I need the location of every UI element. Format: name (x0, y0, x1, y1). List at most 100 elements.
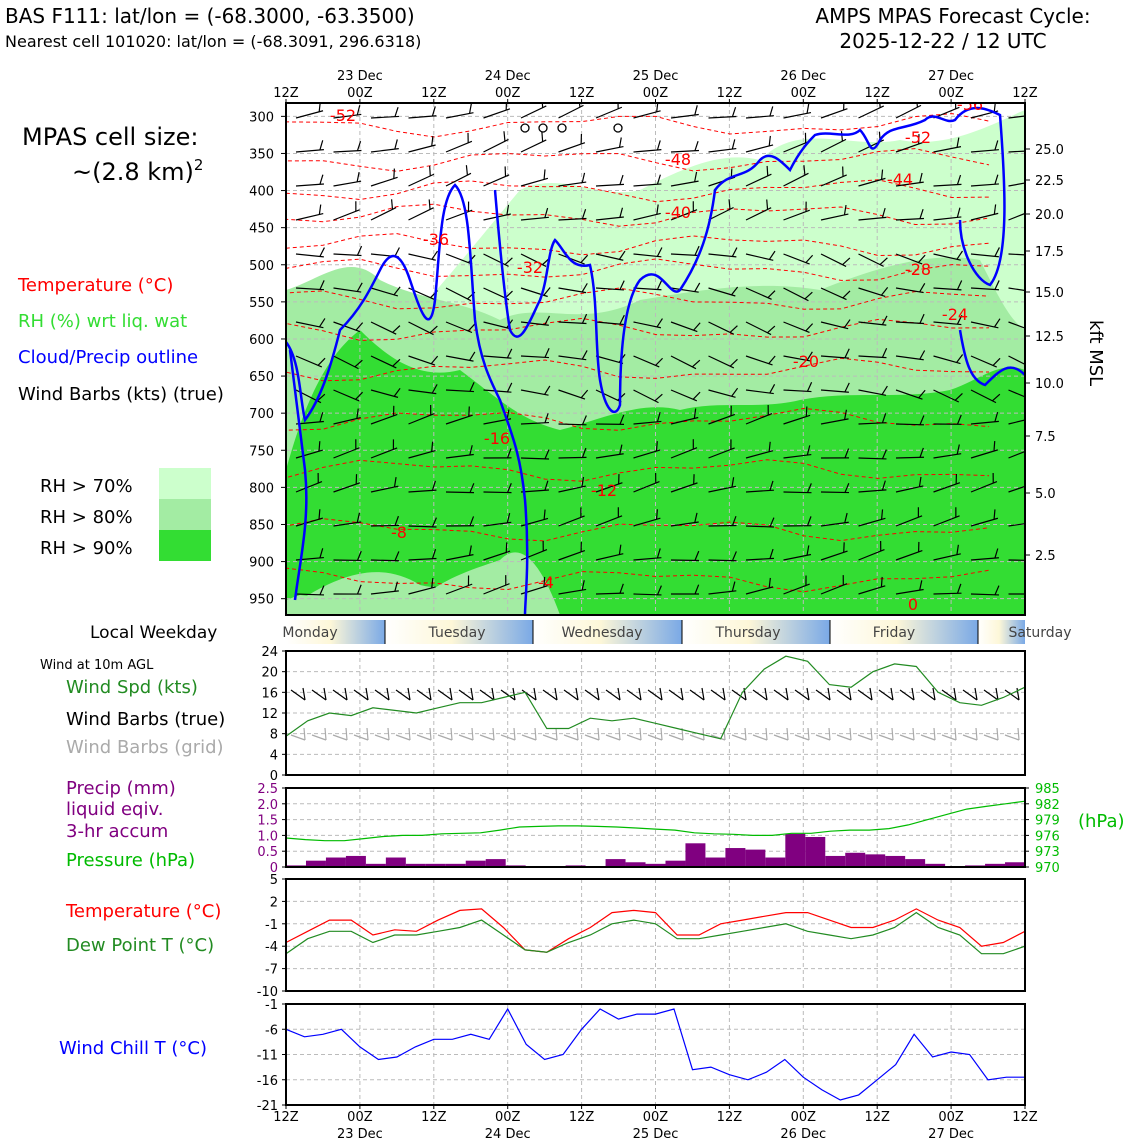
wind-barb (970, 480, 998, 493)
wind-barb (708, 413, 736, 425)
wind-barb-true-flag (701, 687, 705, 701)
wind-barb-true (773, 689, 789, 701)
wind-barb (783, 491, 812, 494)
wind-barb (295, 517, 324, 527)
wind-barb-flag (356, 105, 361, 116)
date-top-label: 23 Dec (337, 69, 383, 84)
wind-barb-flag (581, 350, 588, 360)
wind-barb (783, 287, 809, 302)
y-tick-label: 2 (270, 895, 278, 910)
wind-barb (895, 142, 923, 153)
weekday-cell (286, 620, 385, 644)
wind-barb (970, 183, 999, 187)
wind-barb-flag (768, 441, 771, 452)
wind-barb (558, 287, 587, 294)
wind-barb-flag (694, 245, 700, 256)
wind-barb-flag (318, 509, 321, 520)
temperature-contour-6 (286, 287, 990, 310)
wind-barb-flag (580, 389, 589, 399)
wind-barb-flag (317, 393, 326, 402)
wind-barb (970, 149, 999, 153)
pressure-tick-label: 750 (249, 444, 274, 459)
date-top-label: 26 Dec (780, 69, 826, 84)
legend-wind10m: Wind at 10m AGL (40, 658, 154, 673)
time-tick-bottom-label: 12Z (421, 1110, 447, 1125)
wind-barb-grid (668, 734, 684, 741)
kft-tick-label: 15.0 (1035, 286, 1064, 301)
wind-barb (445, 287, 472, 302)
wind-barb (633, 420, 662, 425)
wind-barb-grid (752, 734, 768, 741)
wind-barb-flag (431, 517, 437, 528)
wind-barb-flag (806, 445, 811, 456)
wind-barb-flag (1032, 513, 1034, 523)
wind-barb-flag (919, 580, 923, 591)
pressure-tick-label: 450 (249, 222, 274, 237)
wind-barb-flag (431, 106, 436, 117)
wind-barb-grid (311, 734, 327, 741)
wind-barb (445, 583, 473, 595)
wind-barb-grid (647, 734, 663, 741)
precip-bar (625, 862, 646, 867)
precip-bar (865, 854, 886, 867)
wind-barb (783, 140, 810, 153)
y-tick-label: 2.0 (257, 798, 278, 813)
temperature-contour-label: -44 (887, 170, 913, 189)
wind-barb (820, 521, 849, 527)
wind-barb-flag (881, 348, 888, 358)
wind-barb-grid-flag (408, 727, 411, 741)
wind-barb (408, 207, 434, 221)
wind-barb (370, 355, 397, 369)
wind-barb-flag (769, 517, 775, 528)
time-tick-bottom-label: 00Z (938, 1110, 964, 1125)
wind-barb (858, 321, 887, 326)
legend-rh: RH (%) wrt liq. wat (18, 311, 187, 332)
wind-barb-flag (881, 315, 888, 325)
weekday-label: Monday (282, 625, 337, 641)
wind-barb-true (878, 689, 894, 701)
temperature-contour-label: -48 (665, 150, 691, 169)
wind-barb-flag (767, 290, 776, 299)
wind-barb (295, 321, 324, 329)
wind-barb-flag (1033, 585, 1037, 594)
wind-barb (745, 207, 772, 221)
wind-barb (970, 420, 999, 425)
date-top-label: 25 Dec (633, 69, 679, 84)
wind-barb-flag (1032, 172, 1034, 182)
wind-barb-flag (843, 319, 851, 329)
y-tick-label: -21 (257, 1099, 278, 1114)
wind-barb (633, 449, 661, 459)
wind-barb (595, 145, 624, 153)
wind-barb-flag (541, 131, 544, 142)
wind-barb-flag (430, 355, 439, 365)
wind-barb (445, 554, 474, 561)
wind-barb-true-flag (659, 687, 663, 701)
wind-barb-flag (766, 165, 769, 176)
wind-barb-flag (581, 209, 587, 219)
wind-barb (1008, 115, 1025, 119)
wind-barb-true (668, 689, 684, 701)
wind-barb-flag (806, 103, 810, 114)
wind-barb-grid-flag (828, 727, 831, 741)
wind-barb-flag (356, 550, 362, 561)
wind-barb (820, 174, 847, 187)
wind-barb (745, 321, 772, 336)
wind-barb (595, 106, 623, 119)
weekday-strip: Monday Tuesday Wednesday Thursday Friday Satu… (282, 620, 1072, 644)
pressure-line (285, 800, 1026, 842)
wind-barb-flag (394, 515, 400, 526)
wind-barb (970, 287, 999, 291)
temperature-contour-9 (286, 407, 990, 431)
wind-barb-flag (544, 413, 549, 423)
wind-barb (520, 389, 549, 396)
wind-barb-flag (656, 412, 661, 422)
wind-barb (633, 287, 662, 291)
wind-barb-flag (1032, 105, 1034, 115)
y-tick-right-label: 982 (1035, 798, 1060, 813)
wind-barb-flag (356, 245, 363, 256)
wind-barb (295, 355, 323, 368)
wind-barb (633, 557, 662, 561)
panel-frame (285, 787, 1026, 868)
wind-barb (858, 216, 887, 221)
wind-barb-flag (544, 315, 551, 326)
